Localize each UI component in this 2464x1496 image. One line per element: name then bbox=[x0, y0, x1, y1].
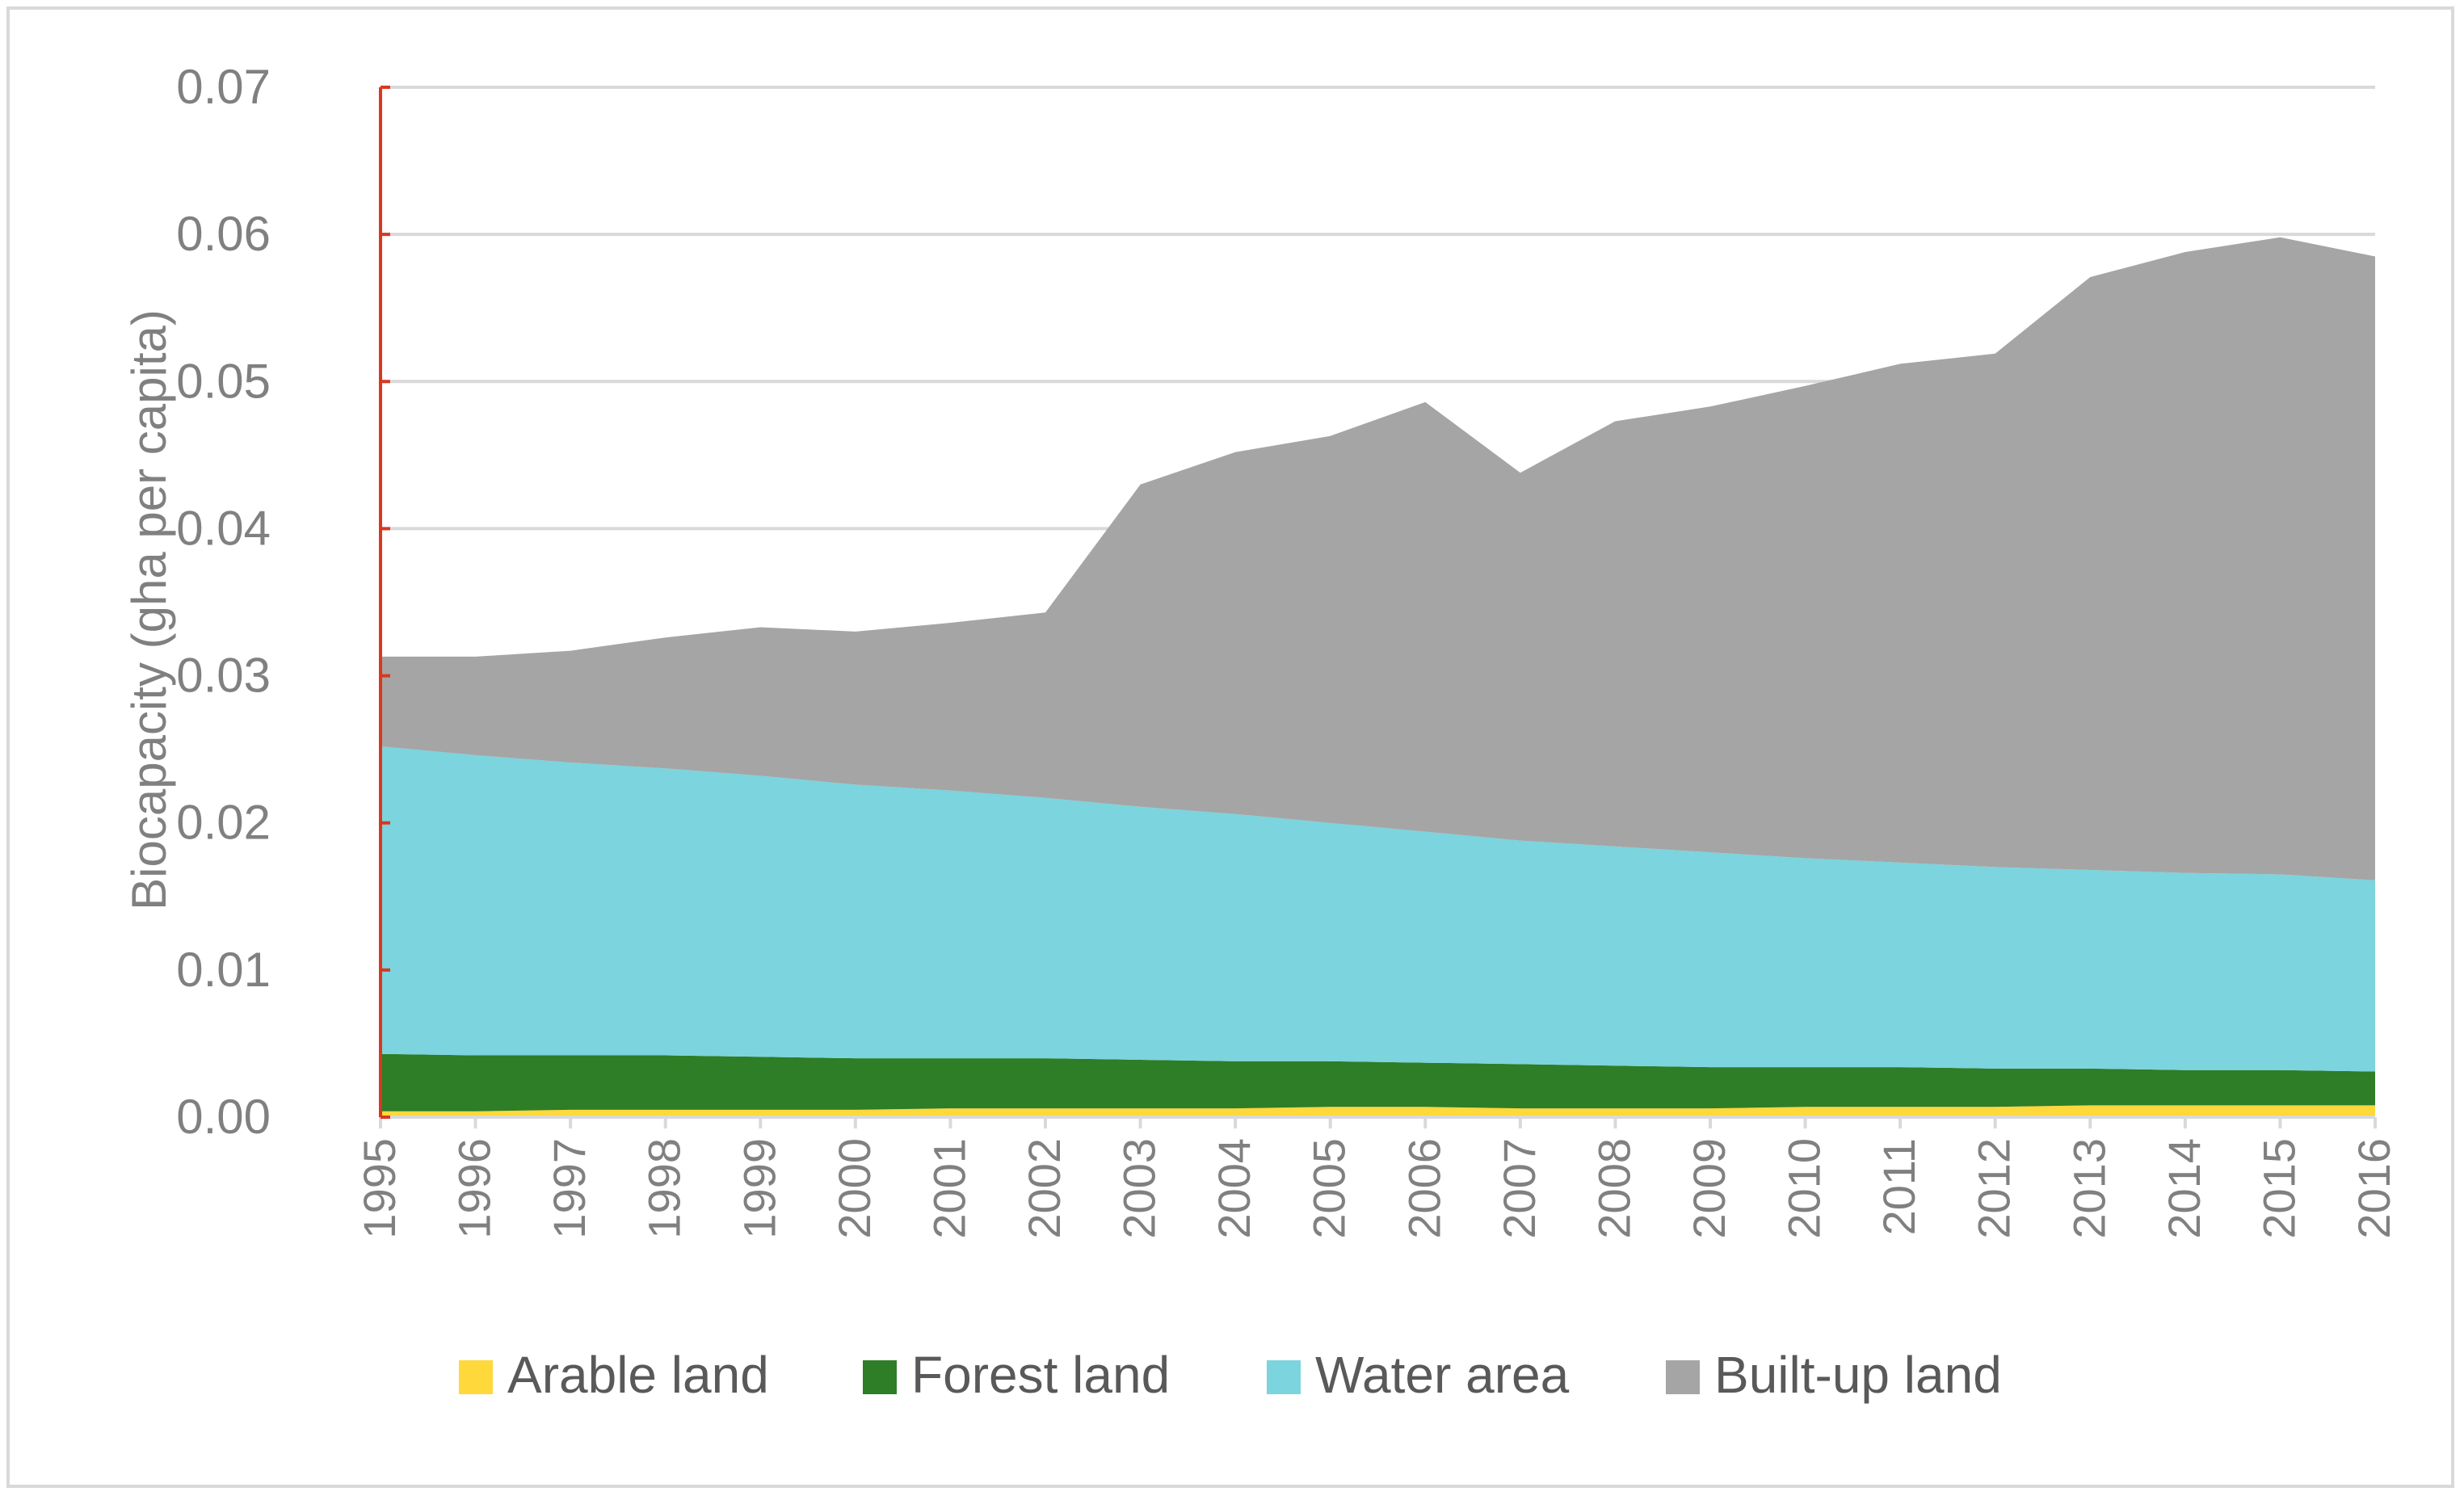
x-tick-label: 2013 bbox=[2063, 1138, 2114, 1239]
y-tick-label: 0.03 bbox=[176, 649, 271, 703]
legend-label: Forest land bbox=[911, 1346, 1170, 1404]
x-tick-label: 1995 bbox=[354, 1138, 405, 1239]
legend-item-forest-land: Forest land bbox=[863, 1346, 1170, 1404]
x-tick-label: 2003 bbox=[1114, 1138, 1165, 1239]
legend-swatch bbox=[1267, 1360, 1301, 1394]
y-tick-label: 0.02 bbox=[176, 796, 271, 850]
legend-label: Built-up land bbox=[1714, 1346, 2002, 1404]
y-tick-label: 0.01 bbox=[176, 943, 271, 997]
y-tick-label: 0.06 bbox=[176, 207, 271, 261]
x-tick-label: 2015 bbox=[2253, 1138, 2304, 1239]
legend: Arable land Forest land Water area Built-up… bbox=[459, 1346, 2002, 1404]
y-tick-label: 0.04 bbox=[176, 501, 271, 555]
legend-label: Water area bbox=[1315, 1346, 1570, 1404]
y-tick-label: 0.00 bbox=[176, 1090, 271, 1144]
legend-label: Arable land bbox=[507, 1346, 769, 1404]
y-axis-label: Biocapacity (gha per capita) bbox=[122, 309, 176, 910]
x-tick-label: 2009 bbox=[1684, 1138, 1734, 1239]
x-tick-label: 2002 bbox=[1019, 1138, 1070, 1239]
y-tick-label: 0.05 bbox=[176, 354, 271, 408]
y-tick-label: 0.07 bbox=[176, 60, 271, 114]
legend-item-water-area: Water area bbox=[1267, 1346, 1570, 1404]
x-tick-label: 1999 bbox=[734, 1138, 784, 1239]
legend-swatch bbox=[1666, 1360, 1700, 1394]
x-tick-label: 2011 bbox=[1873, 1138, 1924, 1235]
x-tick-label: 2000 bbox=[829, 1138, 880, 1239]
area-arable-land bbox=[381, 1105, 2375, 1117]
x-tick-label: 1996 bbox=[449, 1138, 500, 1239]
legend-item-arable-land: Arable land bbox=[459, 1346, 769, 1404]
plot-areas bbox=[381, 237, 2375, 1117]
area-forest-land bbox=[381, 1053, 2375, 1111]
x-tick-label: 2006 bbox=[1398, 1138, 1449, 1239]
x-tick-label: 2014 bbox=[2159, 1138, 2210, 1239]
x-tick-labels: 1995 1996 1997 1998 1999 2000 2001 2002 2003 2004… bbox=[354, 1138, 2399, 1239]
x-tick-label: 1997 bbox=[544, 1138, 595, 1239]
legend-swatch bbox=[459, 1360, 493, 1394]
axes bbox=[379, 86, 2377, 1128]
x-tick-label: 2012 bbox=[1969, 1138, 2020, 1239]
legend-item-built-up-land: Built-up land bbox=[1666, 1346, 2002, 1404]
x-tick-label: 2016 bbox=[2348, 1138, 2399, 1239]
area-built-up-land bbox=[381, 237, 2375, 880]
x-tick-label: 2007 bbox=[1494, 1138, 1545, 1239]
area-water-area bbox=[381, 746, 2375, 1072]
x-tick-label: 2010 bbox=[1779, 1138, 1830, 1239]
x-tick-label: 2004 bbox=[1209, 1138, 1259, 1239]
legend-swatch bbox=[863, 1360, 897, 1394]
x-tick-label: 2001 bbox=[923, 1138, 974, 1239]
x-tick-label: 2005 bbox=[1304, 1138, 1355, 1239]
x-tick-label: 1998 bbox=[639, 1138, 690, 1239]
y-tick-labels: 0.00 0.01 0.02 0.03 0.04 0.05 0.06 0.07 bbox=[176, 60, 271, 1144]
x-tick-label: 2008 bbox=[1588, 1138, 1639, 1239]
